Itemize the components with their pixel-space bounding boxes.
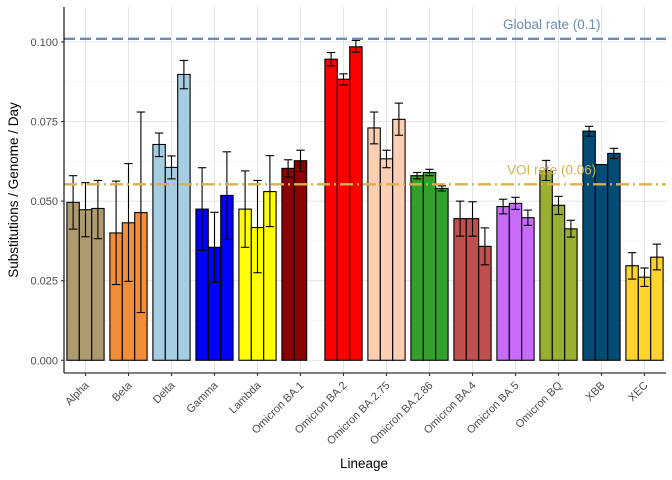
bar xyxy=(508,202,523,361)
bar xyxy=(435,187,449,361)
y-tick-label: 0.050 xyxy=(30,196,58,208)
bar xyxy=(349,46,363,361)
bar xyxy=(367,127,381,361)
reference-line-label: VOI rate (0.06) xyxy=(507,162,596,177)
x-tick-label: Gamma xyxy=(184,379,221,416)
bar xyxy=(539,170,553,361)
bar xyxy=(453,218,467,361)
y-tick-labels: 0.000 0.025 0.050 0.075 0.100 xyxy=(30,37,64,367)
bars xyxy=(66,46,664,361)
bar xyxy=(324,58,338,361)
bar xyxy=(152,143,166,361)
bar xyxy=(650,256,664,361)
bar xyxy=(496,205,510,361)
x-tick-label: XEC xyxy=(626,380,651,405)
x-tick-label: Beta xyxy=(110,379,135,404)
x-axis-title: Lineage xyxy=(340,456,388,471)
bar xyxy=(293,160,308,361)
x-tick-label: Alpha xyxy=(63,379,92,408)
axes xyxy=(63,7,666,374)
bar xyxy=(410,175,424,361)
y-tick-label: 0.075 xyxy=(30,117,58,129)
bar xyxy=(564,228,578,361)
bar xyxy=(392,118,406,361)
x-tick-label: XBB xyxy=(584,380,608,404)
reference-line-label: Global rate (0.1) xyxy=(503,17,601,32)
bar xyxy=(625,265,639,361)
bar xyxy=(551,204,566,361)
bar xyxy=(637,276,652,361)
bar xyxy=(465,218,480,361)
bar xyxy=(336,78,351,361)
bar xyxy=(594,163,609,361)
x-tick-label: Delta xyxy=(151,379,178,406)
x-tick-label: Lambda xyxy=(227,379,264,416)
x-tick-label: Omicron BQ xyxy=(513,379,565,431)
y-tick-label: 0.025 xyxy=(30,276,58,288)
bar xyxy=(422,171,437,361)
bar xyxy=(177,73,191,361)
reference-lines: Global rate (0.1) VOI rate (0.06) xyxy=(64,17,666,186)
y-tick-label: 0.000 xyxy=(30,355,58,367)
bar xyxy=(379,158,394,361)
bar xyxy=(521,217,535,361)
y-axis-title: Substitutions / Genome / Day xyxy=(6,102,21,278)
bar xyxy=(164,166,179,361)
error-bars xyxy=(68,39,662,314)
bar xyxy=(281,167,295,361)
y-tick-label: 0.100 xyxy=(30,37,58,49)
